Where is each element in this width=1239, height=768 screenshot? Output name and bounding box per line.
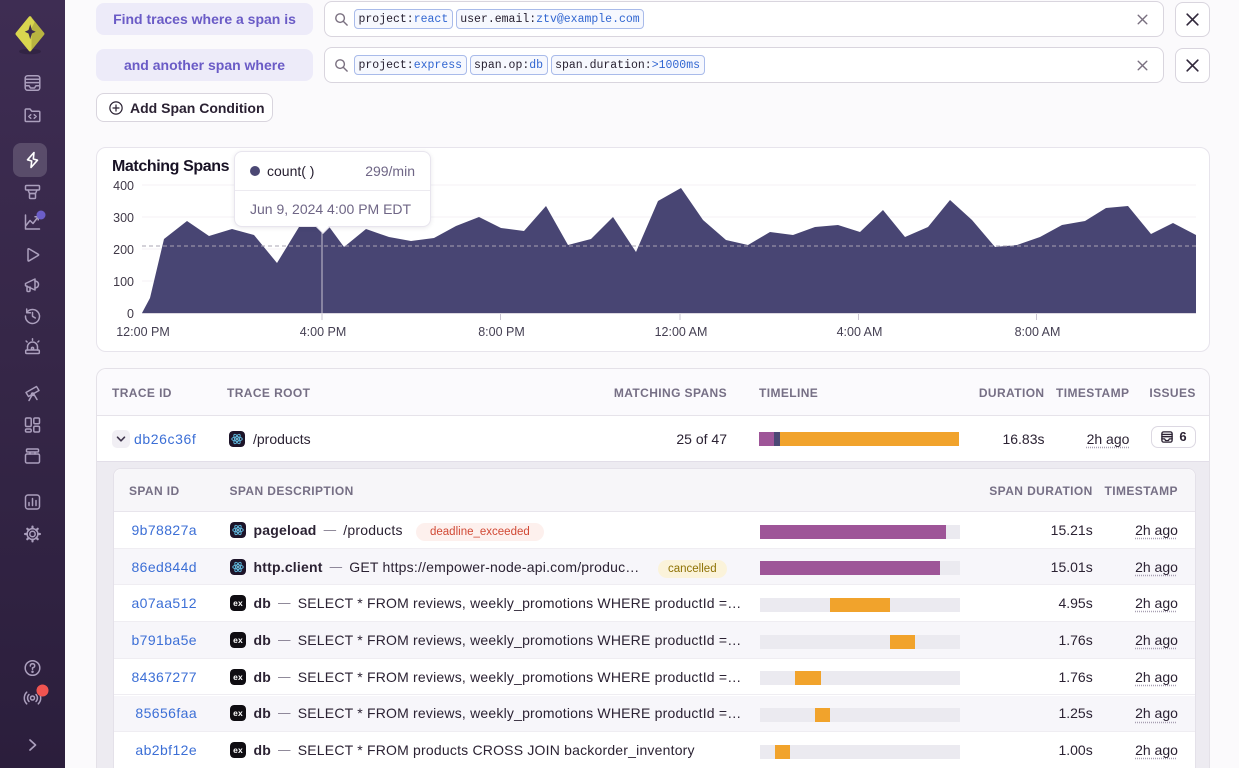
svg-text:ex: ex	[233, 745, 243, 755]
svg-text:ex: ex	[233, 672, 243, 682]
svg-text:ex: ex	[233, 708, 243, 718]
svg-text:ex: ex	[233, 598, 243, 608]
svg-text:ex: ex	[233, 635, 243, 645]
